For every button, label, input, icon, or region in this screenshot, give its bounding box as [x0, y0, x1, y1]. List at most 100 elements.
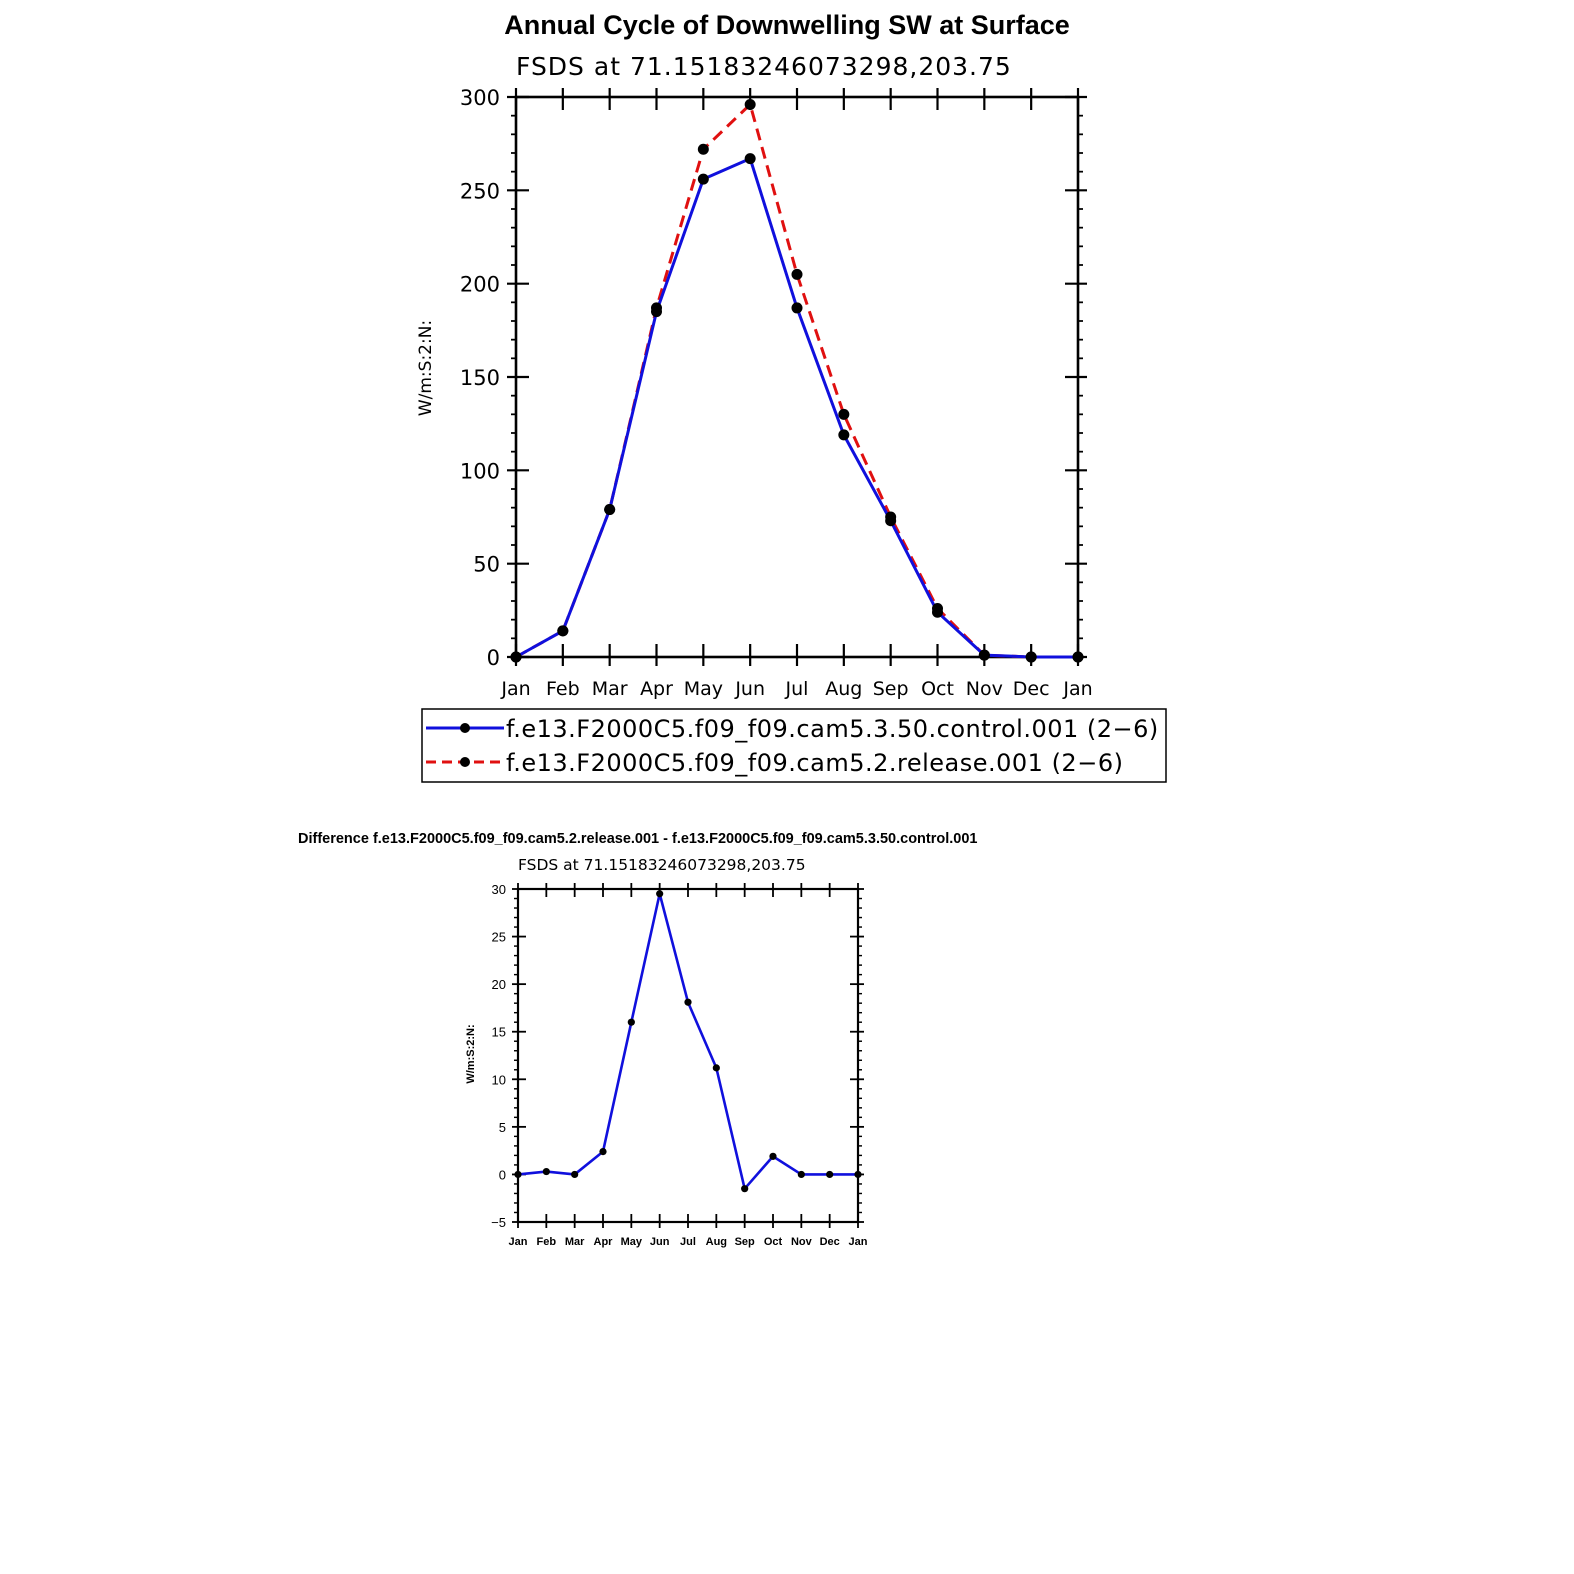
x-tick-label: Jan — [1062, 678, 1092, 700]
series-line — [515, 157, 1078, 659]
data-point — [769, 1152, 777, 1160]
difference-y-tick-labels: −5 0 5 10 15 20 25 30 — [491, 882, 506, 1230]
data-point — [542, 1167, 550, 1176]
legend-marker-release — [460, 757, 470, 767]
data-point — [604, 504, 616, 516]
x-tick-label: Dec — [820, 1236, 840, 1248]
y-tick-label: 15 — [492, 1025, 506, 1040]
plot-border — [514, 95, 1080, 659]
x-tick-label: Nov — [966, 678, 1003, 700]
plot-frame — [507, 88, 1087, 666]
y-tick-label: 5 — [499, 1120, 506, 1135]
difference-x-tick-labels: Jan Feb Mar Apr May Jun Jul Aug Sep Oct Nov Dec Jan — [509, 1236, 868, 1248]
data-point — [651, 302, 662, 314]
x-tick-label: Sep — [735, 1236, 755, 1248]
x-tick-label: Oct — [921, 678, 954, 700]
data-point — [697, 173, 709, 185]
series-line — [517, 892, 858, 1190]
chart-subtitle: FSDS at 71.15183246073298,203.75 — [516, 52, 1012, 81]
y-axis-label: W/m:S:2:N: — [416, 320, 436, 416]
y-tick-label: 150 — [460, 366, 500, 390]
series-line — [515, 102, 1078, 659]
y-tick-label: 200 — [460, 273, 500, 297]
x-tick-labels: Jan Feb Mar Apr May Jun Jul Aug Sep Oct Nov Dec Jan — [500, 678, 1092, 700]
x-tick-label: Feb — [537, 1236, 557, 1248]
x-tick-label: Nov — [791, 1236, 813, 1248]
data-point — [854, 1170, 862, 1179]
plot-border — [516, 887, 860, 1224]
data-point — [1025, 651, 1037, 663]
data-point — [599, 1147, 607, 1156]
x-tick-label: Feb — [546, 678, 580, 700]
annual-cycle-chart: Annual Cycle of Downwelling SW at Surfac… — [416, 10, 1167, 783]
data-point — [697, 143, 709, 155]
legend-entry-release: f.e13.F2000C5.f09_f09.cam5.2.release.001… — [426, 749, 1123, 777]
legend-box — [421, 708, 1167, 783]
data-point — [514, 1170, 522, 1179]
data-point — [932, 602, 943, 614]
x-tick-label: Sep — [873, 678, 909, 700]
x-tick-label: Jun — [650, 1236, 670, 1248]
y-tick-labels: 0 50 100 150 200 250 300 — [460, 86, 500, 670]
x-tick-label: Jan — [849, 1236, 868, 1248]
chart-title: Annual Cycle of Downwelling SW at Surfac… — [504, 10, 1070, 40]
data-point — [557, 625, 569, 637]
data-point — [885, 511, 897, 523]
data-point — [627, 1018, 635, 1026]
y-tick-label: 0 — [499, 1167, 506, 1182]
difference-chart: Difference f.e13.F2000C5.f09_f09.cam5.2.… — [298, 831, 978, 1248]
x-tick-label: May — [684, 678, 723, 700]
data-point — [744, 153, 756, 165]
legend-entry-control: f.e13.F2000C5.f09_f09.cam5.3.50.control.… — [426, 715, 1159, 743]
y-tick-label: 300 — [460, 86, 500, 110]
y-tick-label: 250 — [460, 179, 500, 203]
y-tick-label: 50 — [473, 553, 500, 577]
data-point — [712, 1064, 720, 1072]
y-tick-label: −5 — [491, 1215, 506, 1230]
x-tick-label: Mar — [565, 1236, 585, 1248]
data-point — [741, 1185, 749, 1193]
x-tick-label: Apr — [640, 678, 673, 700]
x-tick-label: Jul — [785, 678, 809, 700]
data-point — [510, 651, 522, 663]
difference-plot-frame — [512, 883, 864, 1228]
y-tick-label: 100 — [460, 459, 500, 483]
data-point — [791, 268, 803, 280]
difference-y-axis-label: W/m:S:2:N: — [465, 1024, 477, 1083]
x-tick-label: Aug — [706, 1236, 727, 1248]
x-tick-label: Mar — [592, 678, 628, 700]
data-point — [797, 1170, 805, 1179]
y-tick-label: 20 — [492, 977, 506, 992]
legend-label-release: f.e13.F2000C5.f09_f09.cam5.2.release.001… — [506, 749, 1123, 777]
data-point — [838, 429, 850, 441]
x-tick-label: Jul — [680, 1236, 696, 1248]
data-point — [1072, 651, 1084, 663]
x-tick-label: Dec — [1013, 678, 1050, 700]
data-point — [684, 998, 692, 1006]
series-group — [510, 98, 1084, 663]
x-tick-label: Jan — [500, 678, 530, 700]
y-tick-label: 25 — [492, 930, 506, 945]
x-tick-label: Oct — [764, 1236, 783, 1248]
legend-marker-control — [460, 723, 470, 733]
y-tick-label: 30 — [492, 882, 506, 897]
data-point — [744, 98, 756, 110]
data-point — [656, 890, 664, 898]
x-tick-label: Jan — [509, 1236, 528, 1248]
difference-subtitle: FSDS at 71.15183246073298,203.75 — [518, 856, 806, 874]
y-tick-label: 0 — [487, 646, 500, 670]
data-point — [838, 408, 850, 420]
data-point — [791, 302, 803, 314]
x-tick-label: May — [621, 1236, 643, 1248]
y-tick-label: 10 — [492, 1072, 506, 1087]
data-point — [571, 1170, 579, 1179]
difference-title: Difference f.e13.F2000C5.f09_f09.cam5.2.… — [298, 831, 978, 847]
data-point — [826, 1170, 834, 1179]
x-tick-label: Jun — [734, 678, 765, 700]
data-point — [978, 649, 990, 661]
difference-series-group — [514, 890, 862, 1193]
legend-label-control: f.e13.F2000C5.f09_f09.cam5.3.50.control.… — [506, 715, 1159, 743]
x-tick-label: Aug — [825, 678, 862, 700]
x-tick-label: Apr — [594, 1236, 614, 1248]
